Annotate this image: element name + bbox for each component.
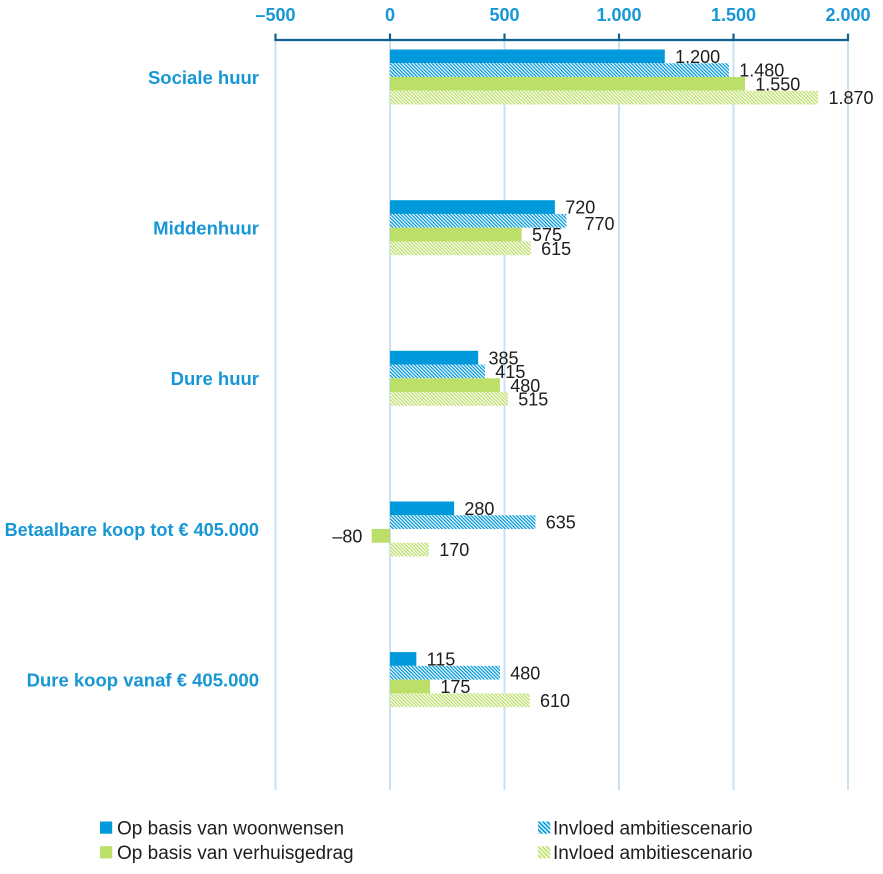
svg-text:385: 385	[489, 348, 519, 368]
svg-text:Op basis van woonwensen: Op basis van woonwensen	[117, 818, 344, 839]
svg-text:1.500: 1.500	[711, 5, 756, 25]
svg-text:610: 610	[540, 691, 570, 711]
svg-text:Dure koop vanaf € 405.000: Dure koop vanaf € 405.000	[27, 669, 259, 690]
svg-text:Op basis van verhuisgedrag: Op basis van verhuisgedrag	[117, 843, 354, 864]
svg-text:1.200: 1.200	[675, 47, 720, 67]
svg-text:635: 635	[546, 513, 576, 533]
svg-text:1.550: 1.550	[755, 74, 800, 94]
svg-text:1.000: 1.000	[596, 5, 641, 25]
svg-text:280: 280	[464, 499, 494, 519]
svg-text:Sociale huur: Sociale huur	[148, 67, 259, 88]
svg-text:115: 115	[427, 650, 456, 670]
svg-text:Invloed ambitiescenario: Invloed ambitiescenario	[553, 818, 753, 839]
svg-text:720: 720	[565, 198, 595, 218]
svg-text:770: 770	[585, 214, 615, 234]
svg-text:175: 175	[440, 677, 470, 697]
svg-text:Dure huur: Dure huur	[171, 368, 259, 389]
svg-text:170: 170	[439, 540, 469, 560]
svg-text:480: 480	[510, 376, 540, 396]
svg-text:0: 0	[385, 5, 395, 25]
svg-text:1.480: 1.480	[739, 61, 784, 81]
svg-text:1.870: 1.870	[829, 88, 874, 108]
svg-text:575: 575	[532, 225, 562, 245]
svg-text:Middenhuur: Middenhuur	[153, 217, 259, 238]
svg-text:Betaalbare koop tot € 405.000: Betaalbare koop tot € 405.000	[5, 520, 259, 540]
svg-text:–500: –500	[255, 5, 295, 25]
svg-text:Invloed ambitiescenario: Invloed ambitiescenario	[553, 843, 753, 864]
svg-text:2.000: 2.000	[825, 5, 870, 25]
svg-text:515: 515	[518, 390, 548, 410]
svg-text:500: 500	[489, 5, 519, 25]
svg-text:480: 480	[510, 663, 540, 683]
svg-text:615: 615	[541, 239, 571, 259]
svg-text:–80: –80	[332, 526, 362, 546]
svg-text:415: 415	[495, 362, 525, 382]
